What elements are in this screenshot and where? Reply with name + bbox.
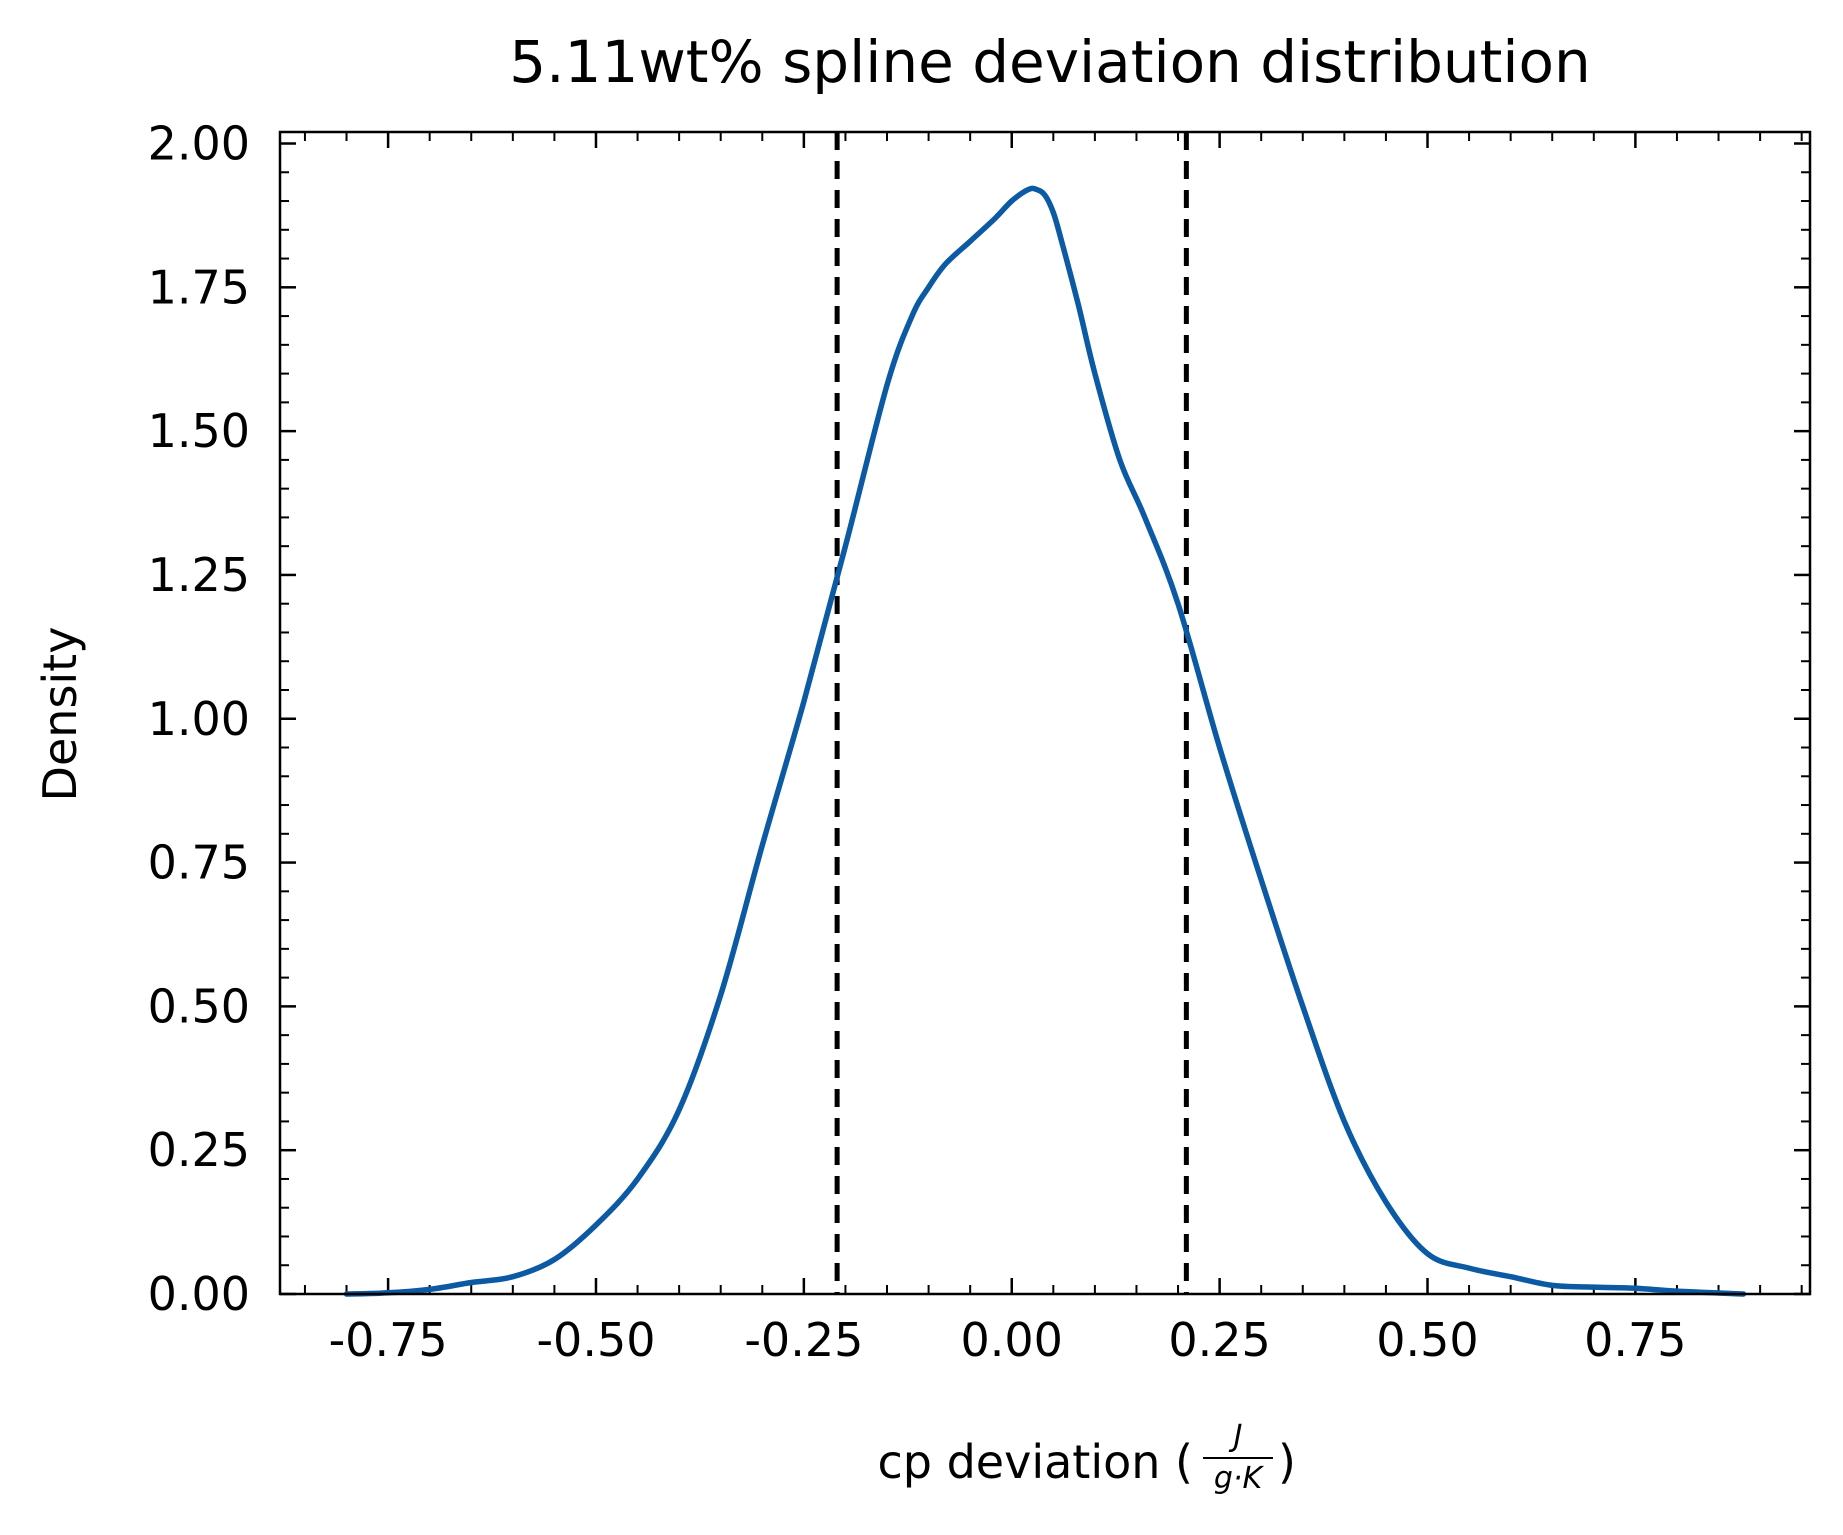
x-tick-label: 0.00 <box>961 1313 1063 1367</box>
y-axis-label: Density <box>33 627 87 802</box>
x-axis-unit-denominator: g·K <box>1214 1461 1265 1496</box>
x-tick-label: -0.75 <box>329 1313 448 1367</box>
y-tick-labels: 0.00 0.25 0.50 0.75 1.00 1.25 1.50 1.75 2.00 <box>148 117 250 1321</box>
y-tick-label: 1.25 <box>148 548 250 602</box>
density-curve <box>343 185 1747 1297</box>
x-axis-label: cp deviation ( J g·K ) <box>878 1419 1296 1496</box>
plot-frame <box>278 130 1812 1296</box>
minor-ticks <box>280 132 1810 1294</box>
chart-title: 5.11wt% spline deviation distribution <box>509 28 1591 96</box>
series-layer <box>343 185 1747 1297</box>
y-tick-label: 1.50 <box>148 404 250 458</box>
y-tick-label: 2.00 <box>148 117 250 171</box>
y-tick-label: 0.50 <box>148 979 250 1033</box>
y-tick-label: 0.25 <box>148 1123 250 1177</box>
y-tick-label: 1.75 <box>148 260 250 314</box>
y-tick-label: 0.00 <box>148 1267 250 1321</box>
x-tick-label: -0.50 <box>536 1313 655 1367</box>
x-axis-label-suffix: ) <box>1278 1435 1296 1489</box>
y-tick-label: 1.00 <box>148 692 250 746</box>
x-tick-label: 0.50 <box>1376 1313 1478 1367</box>
x-tick-label: -0.25 <box>744 1313 863 1367</box>
y-tick-label: 0.75 <box>148 836 250 890</box>
x-tick-label: 0.25 <box>1168 1313 1270 1367</box>
x-axis-label-prefix: cp deviation ( <box>878 1435 1194 1489</box>
reference-lines <box>834 132 1189 1294</box>
x-tick-label: 0.75 <box>1584 1313 1686 1367</box>
x-tick-labels: -0.75 -0.50 -0.25 0.00 0.25 0.50 0.75 <box>329 1313 1687 1367</box>
